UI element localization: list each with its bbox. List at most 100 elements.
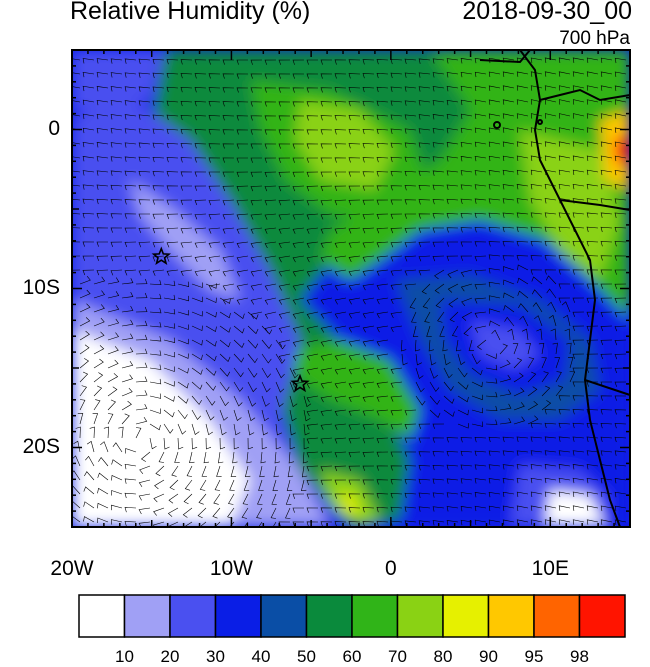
wind-barb [121,305,134,313]
wind-barb [530,169,543,176]
wind-barb [205,339,217,347]
wind-barb [572,183,585,190]
wind-barb [614,226,627,233]
wind-barb [93,385,103,397]
wind-barb [516,169,529,176]
wind-barb [236,115,249,121]
wind-barb [306,129,319,135]
wind-barb [306,283,319,291]
wind-barb [600,395,613,401]
wind-barb [236,73,249,79]
wind-barb [163,409,175,418]
wind-barb [275,395,284,407]
wind-barb [93,358,104,369]
wind-barb [558,464,571,470]
wind-barb [135,362,148,369]
wind-barb [247,395,257,407]
wind-barb [530,269,543,275]
wind-barb [191,296,203,303]
wind-barb [455,339,462,352]
wind-barb [222,199,235,206]
wind-barb [488,281,501,288]
wind-barb [558,226,571,232]
wind-barb [194,227,207,234]
wind-barb [432,72,445,78]
wind-barb [488,436,501,443]
wind-barb [586,477,599,484]
wind-barb [320,115,333,121]
wind-barb [600,226,613,233]
wind-barb [111,490,123,496]
wind-barb [485,378,498,384]
wind-barb [600,127,613,133]
wind-barb [124,213,137,219]
wind-barb [72,227,81,229]
wind-barb [75,426,81,439]
wind-barb [614,450,627,456]
wind-barb [236,171,249,178]
wind-barb [177,295,189,302]
wind-barb [306,213,319,220]
wind-barb [334,213,347,220]
wind-barb [236,157,248,163]
wind-barb [502,99,515,105]
wind-barb [614,436,627,443]
wind-barb [191,311,203,317]
wind-barb [96,227,109,233]
wind-barb [292,87,305,93]
wind-barb [527,415,539,425]
wind-barb [232,451,238,464]
wind-barb [320,213,333,220]
wind-barb [544,71,557,77]
wind-barb [272,521,277,527]
wind-barb [517,290,529,299]
wind-barb [163,309,176,315]
wind-barb [124,492,137,499]
wind-barb [376,72,389,79]
wind-barb [166,171,179,177]
wind-barb [171,465,179,477]
wind-barb [471,421,484,427]
wind-barb [275,339,286,350]
wind-barb [558,240,571,247]
wind-barb [446,113,459,120]
wind-barb [516,71,529,77]
wind-barb [572,505,585,511]
wind-barb [278,521,291,527]
wind-barb [138,255,151,262]
wind-barb [544,505,557,511]
wind-barb [250,269,263,277]
wind-barb [194,59,207,65]
wind-barb [572,422,585,429]
wind-barb [230,465,237,477]
wind-barb [572,113,585,119]
wind-barb [138,185,151,191]
wind-barb [502,255,515,261]
wind-barb [214,479,221,491]
wind-barb [614,113,627,119]
wind-barb [289,437,296,450]
wind-barb [376,311,389,319]
wind-barb [89,426,95,439]
wind-barb [152,86,165,92]
wind-barb [250,199,263,206]
wind-barb [546,288,557,299]
wind-barb [208,241,221,248]
wind-barb [614,367,627,374]
wind-barb [376,325,389,333]
wind-barb [121,374,133,383]
wind-barb [404,58,417,64]
wind-barb [264,73,277,79]
wind-barb [488,295,501,301]
wind-barb [320,129,333,135]
wind-barb [432,492,445,498]
wind-barb [271,493,277,505]
wind-barb [614,395,627,401]
wind-barb [488,127,501,133]
wind-barb [376,465,389,471]
wind-barb [600,450,613,456]
wind-barb [166,72,179,79]
wind-barb [348,353,361,361]
wind-barb [320,59,333,65]
wind-barb [518,303,529,313]
